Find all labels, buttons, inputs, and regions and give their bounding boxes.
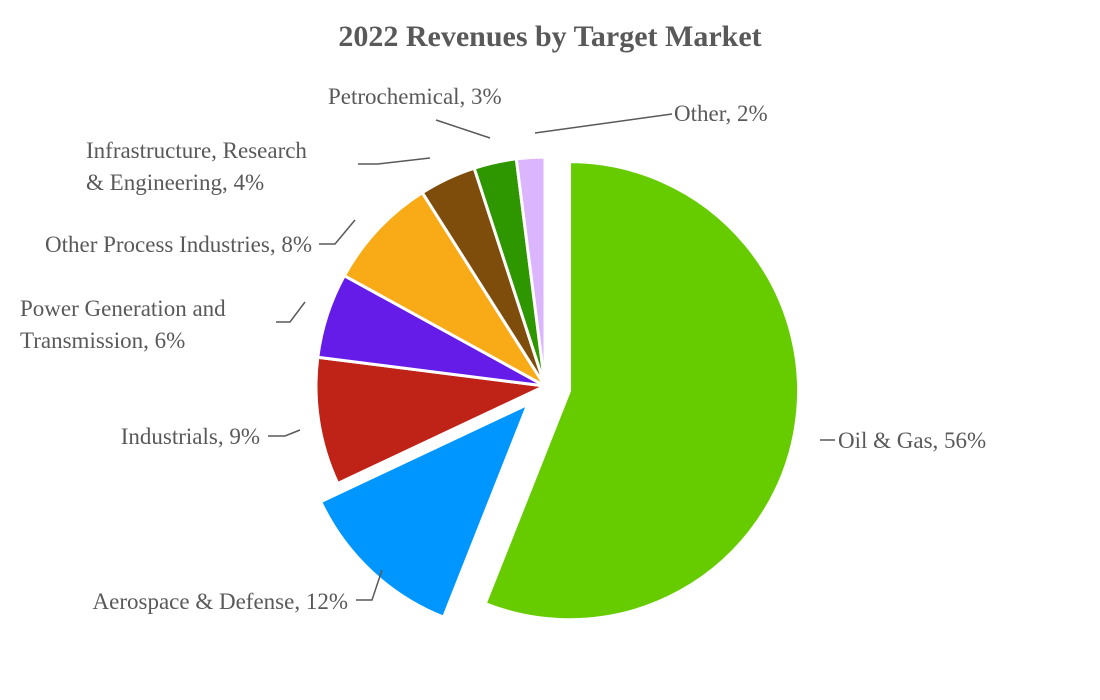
data-label-line: Oil & Gas, 56% (838, 428, 986, 453)
data-label-petrochemical: Petrochemical, 3% (328, 84, 502, 109)
leader-line-other-process-industries (319, 219, 356, 245)
data-label-industrials: Industrials, 9% (121, 424, 260, 449)
data-label-power-generation-and-transmission: Power Generation and Transmission, 6% (20, 296, 226, 353)
data-label-line: & Engineering, 4% (86, 170, 264, 195)
leader-line-other (534, 113, 673, 134)
leader-line-power-generation-and-transmission (276, 301, 306, 323)
data-label-line: Power Generation and (20, 296, 226, 321)
data-label-infrastructure-research-and-engineering: Infrastructure, Research & Engineering, 4… (86, 138, 307, 195)
data-label-line: Other Process Industries, 8% (45, 232, 312, 257)
data-label-line: Industrials, 9% (121, 424, 260, 449)
data-label-line: Other, 2% (674, 101, 768, 126)
pie-slice-other-process-industries (342, 190, 547, 388)
data-label-other: Other, 2% (674, 101, 768, 126)
data-label-line: Infrastructure, Research (86, 138, 307, 163)
leader-line-aerospace-and-defense (356, 569, 383, 601)
data-label-oil-and-gas: Oil & Gas, 56% (838, 428, 986, 453)
chart-title: 2022 Revenues by Target Market (338, 20, 762, 53)
data-label-line: Transmission, 6% (20, 328, 185, 353)
leader-line-petrochemical (435, 119, 491, 139)
data-label-aerospace-and-defense: Aerospace & Defense, 12% (93, 589, 348, 614)
pie-slice-aerospace-and-defense (318, 401, 531, 620)
data-label-line: Petrochemical, 3% (328, 84, 502, 109)
pie-slice-oil-and-gas (483, 160, 800, 622)
data-label-line: Aerospace & Defense, 12% (93, 589, 348, 614)
pie-slice-other (514, 155, 547, 387)
data-label-other-process-industries: Other Process Industries, 8% (45, 232, 312, 257)
leader-line-industrials (268, 429, 301, 437)
pie-slice-industrials (314, 355, 551, 486)
leader-line-infrastructure-research-and-engineering (358, 157, 431, 165)
